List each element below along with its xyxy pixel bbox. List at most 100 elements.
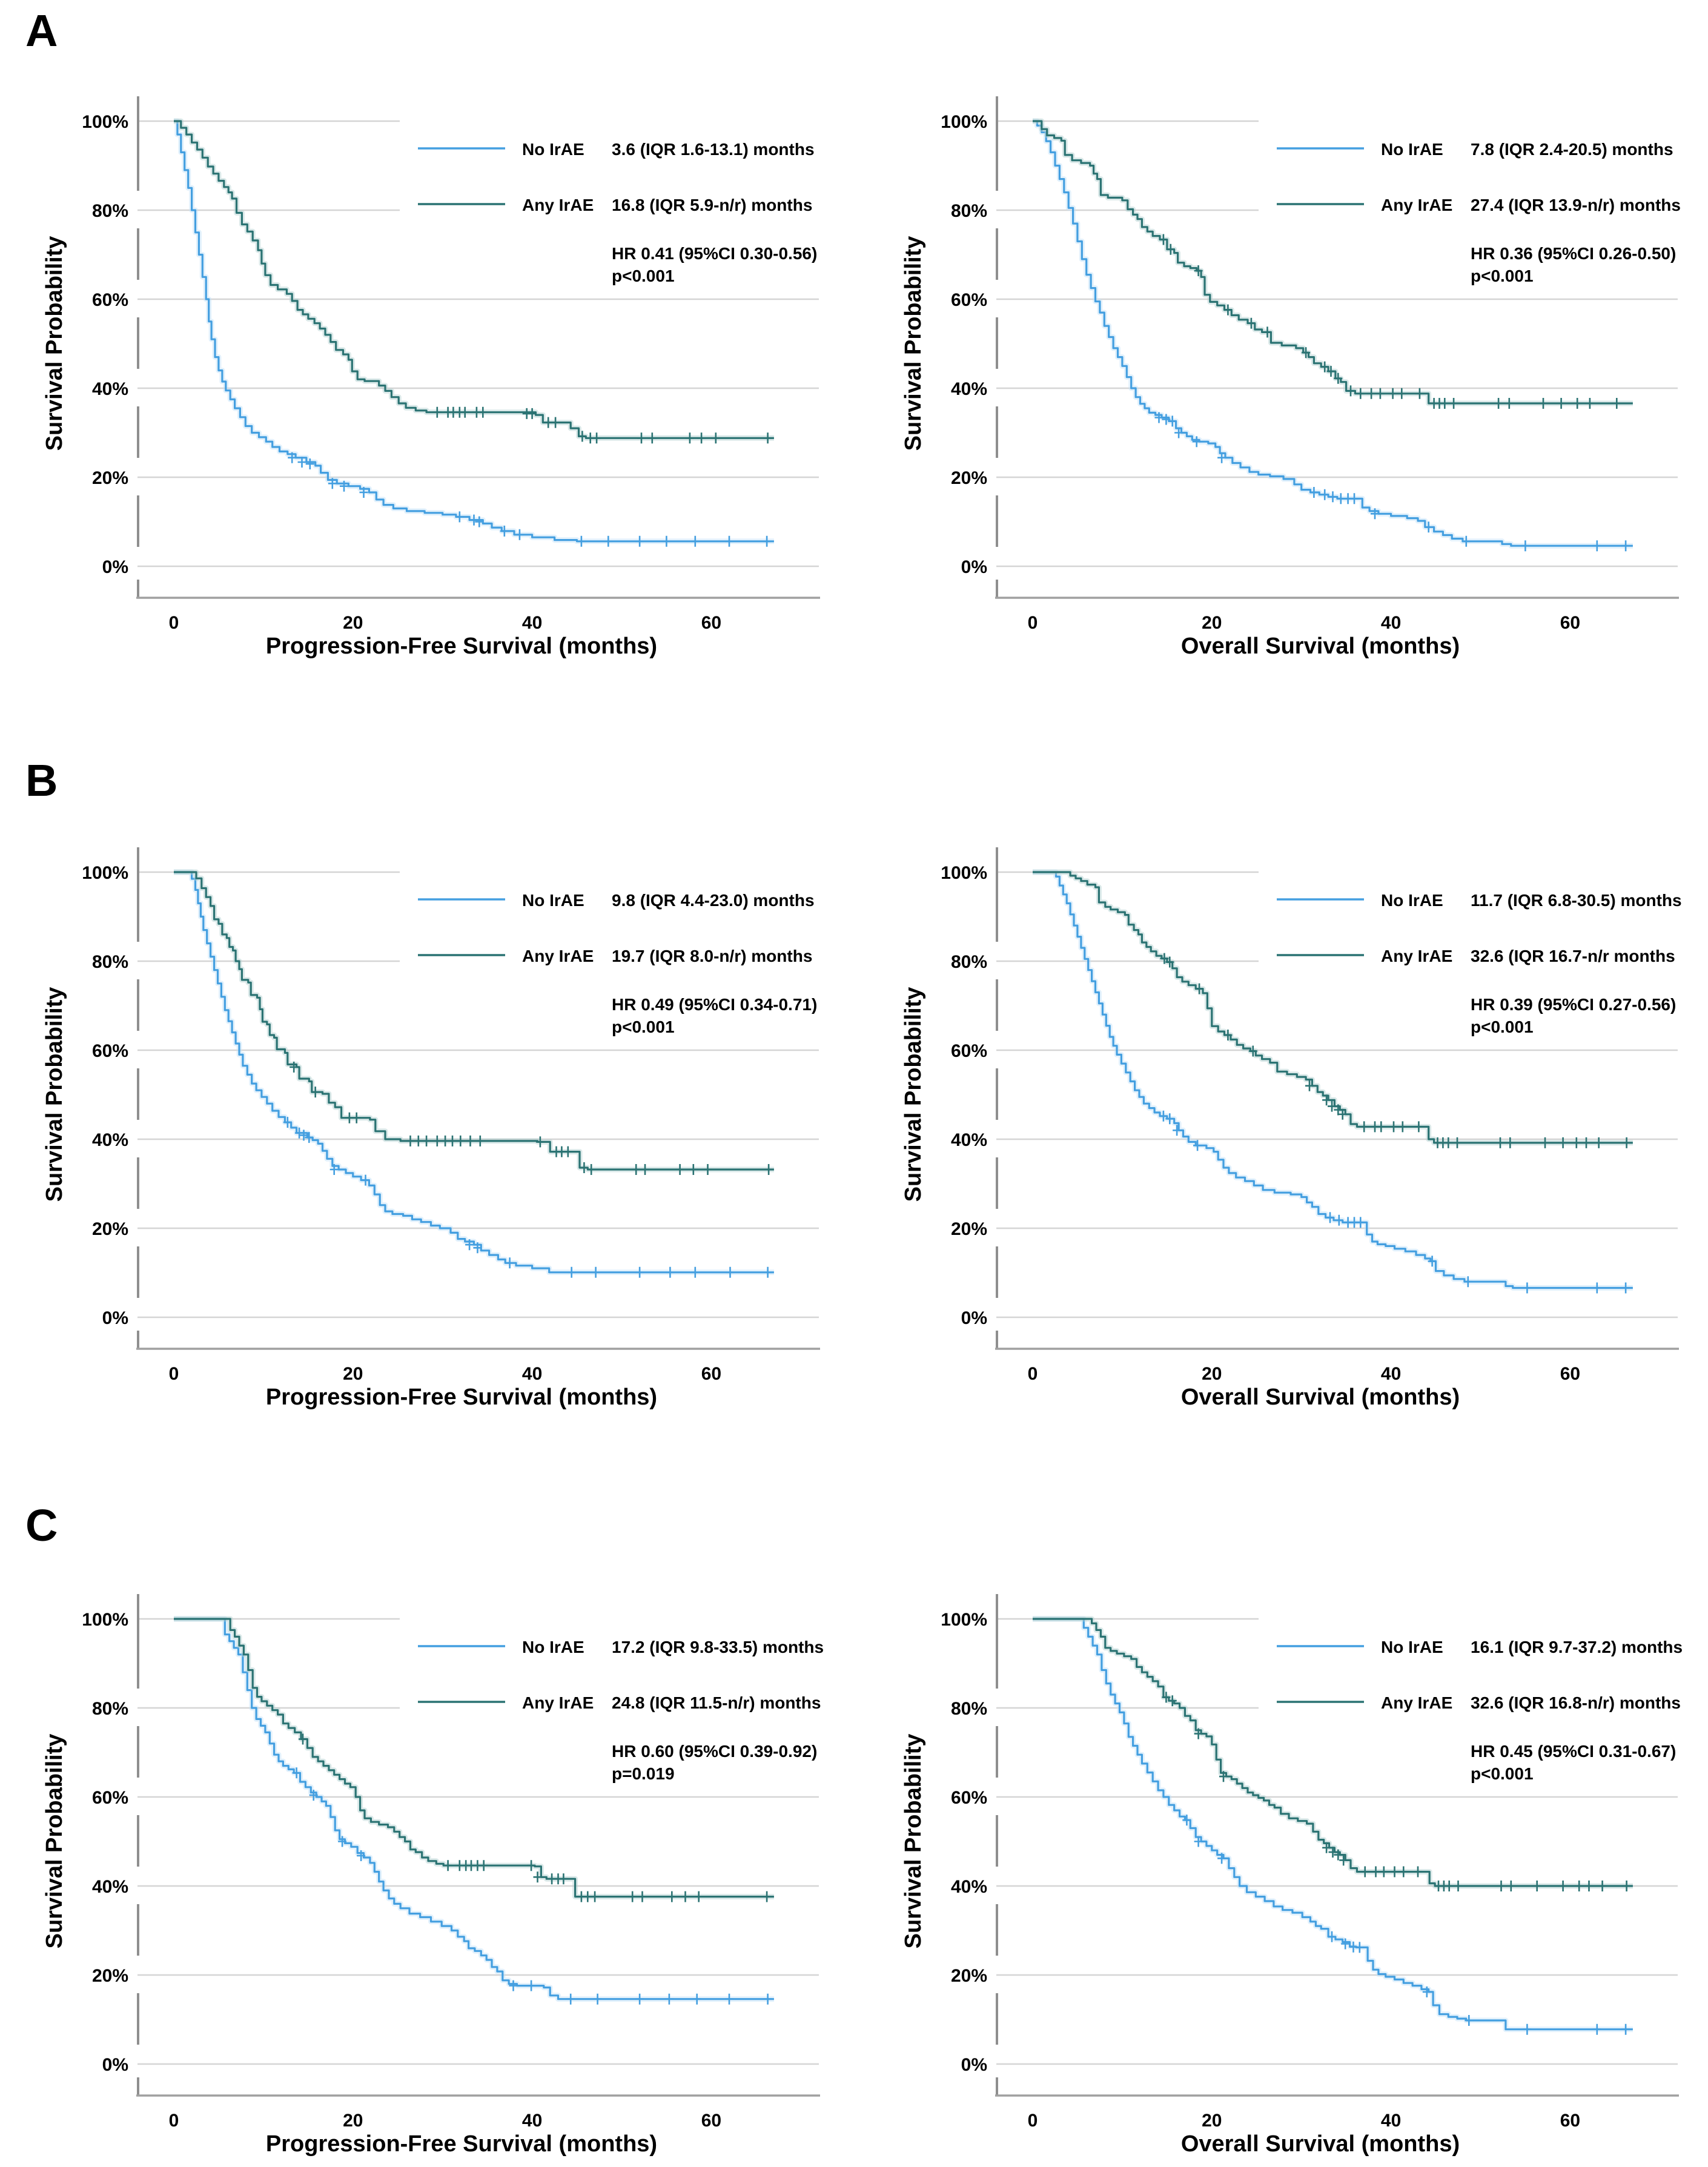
y-axis-title: Survival Probability (901, 1734, 926, 1949)
km-chart-a-pfs: 100% 80% 60% 40% 20% 0% 0 20 40 60 Progression-Fre… (38, 88, 849, 659)
y-tick-label: 60% (92, 1041, 128, 1061)
km-chart-c-os: 100% 80% 60% 40% 20% 0% 0 20 40 60 Overall Surviva… (896, 1586, 1708, 2157)
km-curve-no-irae (1033, 120, 1633, 547)
y-tick-label: 40% (92, 379, 128, 399)
legend-median-any-irae: 27.4 (IQR 13.9-n/r) months (1471, 196, 1681, 214)
x-tick-label: 40 (522, 2111, 542, 2131)
km-curve-no-irae (1033, 1618, 1633, 2031)
p-annotation: p<0.001 (1471, 1017, 1534, 1036)
y-axis-title: Survival Probability (42, 236, 67, 451)
legend-background (400, 1604, 849, 1714)
censor-marks-any-irae (1162, 1692, 1631, 1891)
x-axis-title: Progression-Free Survival (months) (266, 634, 657, 659)
x-tick-label: 60 (1560, 1364, 1580, 1384)
km-chart-c-pfs: 100% 80% 60% 40% 20% 0% 0 20 40 60 Progression-Fre… (38, 1586, 849, 2157)
y-tick-label: 100% (82, 1610, 128, 1630)
legend-median-any-irae: 32.6 (IQR 16.7-n/r months (1471, 947, 1675, 965)
y-tick-label: 80% (92, 1699, 128, 1719)
legend-background (1259, 106, 1708, 216)
hr-annotation: HR 0.36 (95%CI 0.26-0.50) (1471, 244, 1676, 263)
y-tick-label: 0% (961, 1308, 987, 1328)
y-tick-label: 40% (951, 379, 987, 399)
censor-marks-any-irae (432, 406, 772, 444)
y-tick-label: 20% (951, 1966, 987, 1986)
hr-annotation: HR 0.60 (95%CI 0.39-0.92) (612, 1742, 817, 1761)
legend-background (1259, 857, 1708, 967)
x-tick-label: 0 (169, 1364, 179, 1384)
panel-label-b: B (25, 755, 58, 806)
censor-marks-any-irae (290, 1061, 773, 1175)
y-tick-label: 80% (951, 201, 987, 221)
p-annotation: p<0.001 (1471, 266, 1534, 285)
legend-label-any-irae: Any IrAE (1381, 196, 1452, 214)
x-axis-title: Overall Survival (months) (1181, 634, 1460, 659)
x-tick-label: 20 (1202, 613, 1222, 633)
censor-marks-any-irae (1159, 234, 1621, 409)
censor-marks-no-irae (1154, 412, 1630, 552)
legend-median-no-irae: 16.1 (IQR 9.7-37.2) months (1471, 1638, 1683, 1656)
km-chart-a-os: 100% 80% 60% 40% 20% 0% 0 20 40 60 Overall Surviva… (896, 88, 1708, 659)
legend-background (400, 106, 849, 216)
km-plot-svg: 100% 80% 60% 40% 20% 0% 0 20 40 60 Overall Surviva… (901, 96, 1708, 659)
legend-median-no-irae: 7.8 (IQR 2.4-20.5) months (1471, 140, 1673, 159)
km-chart-b-os: 100% 80% 60% 40% 20% 0% 0 20 40 60 Overall Surviva… (896, 839, 1708, 1410)
y-tick-label: 100% (82, 863, 128, 883)
x-tick-label: 0 (1028, 1364, 1038, 1384)
censor-marks-any-irae (1160, 953, 1631, 1148)
y-tick-label: 40% (951, 1877, 987, 1897)
legend-label-no-irae: No IrAE (1381, 1638, 1443, 1656)
censor-marks-no-irae (288, 452, 772, 547)
x-tick-label: 20 (1202, 2111, 1222, 2131)
censor-marks-no-irae (1159, 1110, 1630, 1294)
x-tick-label: 60 (701, 1364, 721, 1384)
y-axis-title: Survival Probability (42, 1734, 67, 1949)
y-tick-label: 0% (961, 557, 987, 577)
y-axis-title: Survival Probability (42, 987, 67, 1202)
legend-label-no-irae: No IrAE (1381, 891, 1443, 910)
km-curve-any-irae (174, 1618, 774, 1898)
y-tick-label: 0% (961, 2055, 987, 2075)
y-tick-label: 20% (92, 468, 128, 488)
x-tick-label: 60 (701, 2111, 721, 2131)
km-plot-svg: 100% 80% 60% 40% 20% 0% 0 20 40 60 Overall Surviva… (901, 847, 1708, 1410)
y-tick-label: 100% (941, 1610, 987, 1630)
panel-label-c: C (25, 1500, 58, 1550)
km-curve-any-irae (1033, 1618, 1633, 1887)
legend-label-any-irae: Any IrAE (1381, 947, 1452, 965)
legend-label-no-irae: No IrAE (522, 140, 584, 159)
x-tick-label: 60 (1560, 613, 1580, 633)
x-tick-label: 20 (343, 2111, 363, 2131)
x-tick-label: 40 (522, 1364, 542, 1384)
y-tick-label: 60% (951, 290, 987, 310)
y-tick-label: 100% (941, 863, 987, 883)
censor-marks-no-irae (1182, 1815, 1630, 2035)
legend-median-any-irae: 19.7 (IQR 8.0-n/r) months (612, 947, 812, 965)
x-tick-label: 20 (1202, 1364, 1222, 1384)
p-annotation: p<0.001 (612, 266, 675, 285)
y-axis-title: Survival Probability (901, 987, 926, 1202)
censor-marks-no-irae (283, 1117, 772, 1278)
y-tick-label: 20% (92, 1966, 128, 1986)
km-plot-svg: 100% 80% 60% 40% 20% 0% 0 20 40 60 Progression-Fre… (42, 847, 849, 1410)
y-tick-label: 0% (102, 1308, 128, 1328)
legend-median-any-irae: 32.6 (IQR 16.8-n/r) months (1471, 1693, 1681, 1712)
legend-label-no-irae: No IrAE (1381, 140, 1443, 159)
y-tick-label: 60% (92, 290, 128, 310)
km-curve-any-irae (1033, 120, 1633, 405)
legend-label-any-irae: Any IrAE (522, 196, 594, 214)
y-tick-label: 60% (951, 1788, 987, 1808)
y-tick-label: 60% (951, 1041, 987, 1061)
y-tick-label: 80% (951, 952, 987, 972)
x-tick-label: 0 (1028, 2111, 1038, 2131)
hr-annotation: HR 0.41 (95%CI 0.30-0.56) (612, 244, 817, 263)
legend-median-any-irae: 16.8 (IQR 5.9-n/r) months (612, 196, 812, 214)
x-tick-label: 60 (1560, 2111, 1580, 2131)
y-tick-label: 100% (941, 112, 987, 132)
hr-annotation: HR 0.39 (95%CI 0.27-0.56) (1471, 995, 1676, 1014)
legend-background (1259, 1604, 1708, 1714)
km-plot-svg: 100% 80% 60% 40% 20% 0% 0 20 40 60 Progression-Fre… (42, 96, 849, 659)
legend-label-any-irae: Any IrAE (1381, 1693, 1452, 1712)
p-annotation: p=0.019 (612, 1764, 675, 1783)
hr-annotation: HR 0.45 (95%CI 0.31-0.67) (1471, 1742, 1676, 1761)
